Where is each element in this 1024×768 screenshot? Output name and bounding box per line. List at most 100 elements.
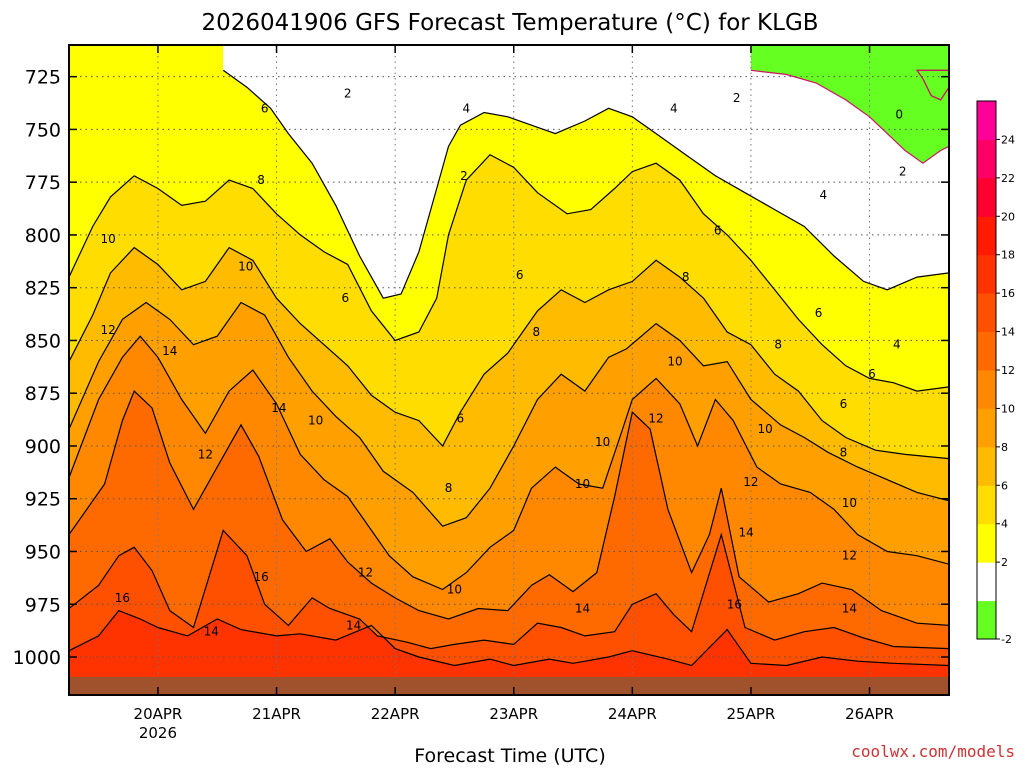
ground-below-surface [69, 676, 949, 695]
credit-text[interactable]: coolwx.com/models [851, 742, 1015, 761]
contour-label-3: 12 [198, 447, 213, 461]
xtick-label-25APR: 25APR [727, 705, 776, 723]
plot-frame [68, 44, 950, 696]
colorbar-label--2: -2 [1001, 633, 1012, 646]
contour-label-8: 10 [238, 260, 253, 274]
contour-label-46: 12 [842, 549, 857, 563]
chart-title: 2026041906 GFS Forecast Temperature (°C)… [201, 10, 818, 36]
contour-label-43: 6 [840, 397, 848, 411]
contour-label-23: 14 [575, 601, 590, 615]
contour-label-38: 4 [819, 188, 827, 202]
colorbar-label-10: 10 [1001, 402, 1015, 415]
ytick-label-775: 775 [25, 172, 61, 194]
ytick-label-975: 975 [25, 594, 61, 616]
contour-label-14: 12 [358, 566, 373, 580]
contour-label-40: 0 [895, 108, 903, 122]
colorbar-swatch-18 [977, 216, 996, 256]
contour-label-7: 8 [257, 173, 265, 187]
colorbar-swatch-10 [977, 370, 996, 409]
contour-label-37: 6 [815, 306, 823, 320]
contour-label-33: 14 [739, 526, 754, 540]
ytick-label-825: 825 [25, 278, 61, 300]
ytick-label-900: 900 [25, 436, 61, 458]
contour-label-28: 8 [682, 270, 690, 284]
contour-label-27: 10 [667, 355, 682, 369]
colorbar-swatch-4 [977, 485, 996, 525]
contour-label-42: 6 [868, 367, 876, 381]
contour-label-22: 10 [447, 582, 462, 596]
colorbar-label-20: 20 [1001, 210, 1015, 223]
contour-labels: 10 12 14 12 16 14 6 8 10 14 16 2 6 10 12 14 4 2 6 8 6 8 10 14 10… [100, 87, 906, 639]
contour-label-16: 4 [462, 101, 470, 115]
contour-label-41: 4 [893, 338, 901, 352]
contour-label-31: 2 [733, 91, 741, 105]
colorbar-swatch-14 [977, 293, 996, 333]
plot-area: 10 12 14 12 16 14 6 8 10 14 16 2 6 10 12 14 4 2 6 8 6 8 10 14 10… [69, 45, 949, 695]
xtick-label-21APR: 21APR [252, 705, 301, 723]
isotherm-6C [69, 246, 949, 460]
colorbar-swatch-16 [977, 254, 996, 294]
contour-label-29: 6 [714, 224, 722, 238]
isotherm-2C [222, 69, 949, 299]
ytick-label-725: 725 [25, 67, 61, 89]
contour-label-32: 16 [727, 597, 742, 611]
colorbar-swatch--2 [977, 600, 996, 640]
colorbar-swatch-24 [977, 101, 996, 140]
isotherm-8C [69, 301, 949, 527]
xtick-label-24APR: 24APR [608, 705, 657, 723]
cold-pocket-0 [915, 69, 949, 101]
xtick-label-26APR: 26APR [845, 705, 894, 723]
contour-label-17: 2 [460, 169, 468, 183]
contour-label-13: 10 [308, 414, 323, 428]
contour-label-10: 16 [253, 570, 268, 584]
colorbar-swatch-2 [977, 523, 996, 563]
xtick-sublabel-20APR: 2026 [139, 724, 177, 742]
contour-label-6: 6 [261, 101, 269, 115]
colorbar-swatch-22 [977, 139, 996, 179]
contour-label-44: 8 [840, 445, 848, 459]
contour-label-25: 10 [575, 477, 590, 491]
colorbar-swatch-0 [977, 562, 996, 602]
contour-label-9: 14 [271, 401, 286, 415]
contour-label-4: 16 [115, 591, 130, 605]
contour-label-45: 10 [842, 496, 857, 510]
contour-label-20: 6 [457, 412, 465, 426]
contour-label-34: 12 [743, 475, 758, 489]
isotherm-16C [69, 609, 949, 667]
ytick-label-950: 950 [25, 541, 61, 563]
colorbar-label-24: 24 [1001, 133, 1015, 146]
isotherm-10C [69, 335, 949, 591]
isotherm-4C [69, 153, 949, 392]
xtick-label-22APR: 22APR [371, 705, 420, 723]
colorbar-label-18: 18 [1001, 249, 1015, 262]
contour-label-35: 10 [758, 422, 773, 436]
contour-label-0: 10 [100, 232, 115, 246]
isotherm-lines [69, 69, 949, 667]
colorbar-swatch-6 [977, 446, 996, 486]
isotherm-0C [750, 69, 949, 164]
grid-lines [69, 45, 949, 695]
colorbar-label-8: 8 [1001, 441, 1008, 454]
isotherm-14C [69, 529, 949, 650]
contour-label-36: 8 [774, 338, 782, 352]
ytick-label-850: 850 [25, 330, 61, 352]
colorbar-swatch-20 [977, 177, 996, 217]
colorbar-label-4: 4 [1001, 518, 1008, 531]
band-below-0C [750, 45, 949, 164]
contour-label-19: 8 [532, 325, 540, 339]
colorbar-label-22: 22 [1001, 172, 1015, 185]
temperature-fills [69, 45, 949, 695]
contour-label-26: 12 [648, 412, 663, 426]
colorbar-label-16: 16 [1001, 287, 1015, 300]
xtick-label-20APR: 20APR [134, 705, 183, 723]
contour-label-12: 6 [342, 291, 350, 305]
contour-label-2: 14 [162, 344, 177, 358]
contour-label-11: 2 [344, 87, 352, 101]
contour-label-1: 12 [100, 323, 115, 337]
colorbar-swatch-8 [977, 408, 996, 448]
contour-label-18: 6 [516, 268, 524, 282]
contour-label-5: 14 [204, 625, 219, 639]
contour-label-47: 14 [842, 601, 857, 615]
contour-label-39: 2 [899, 165, 907, 179]
